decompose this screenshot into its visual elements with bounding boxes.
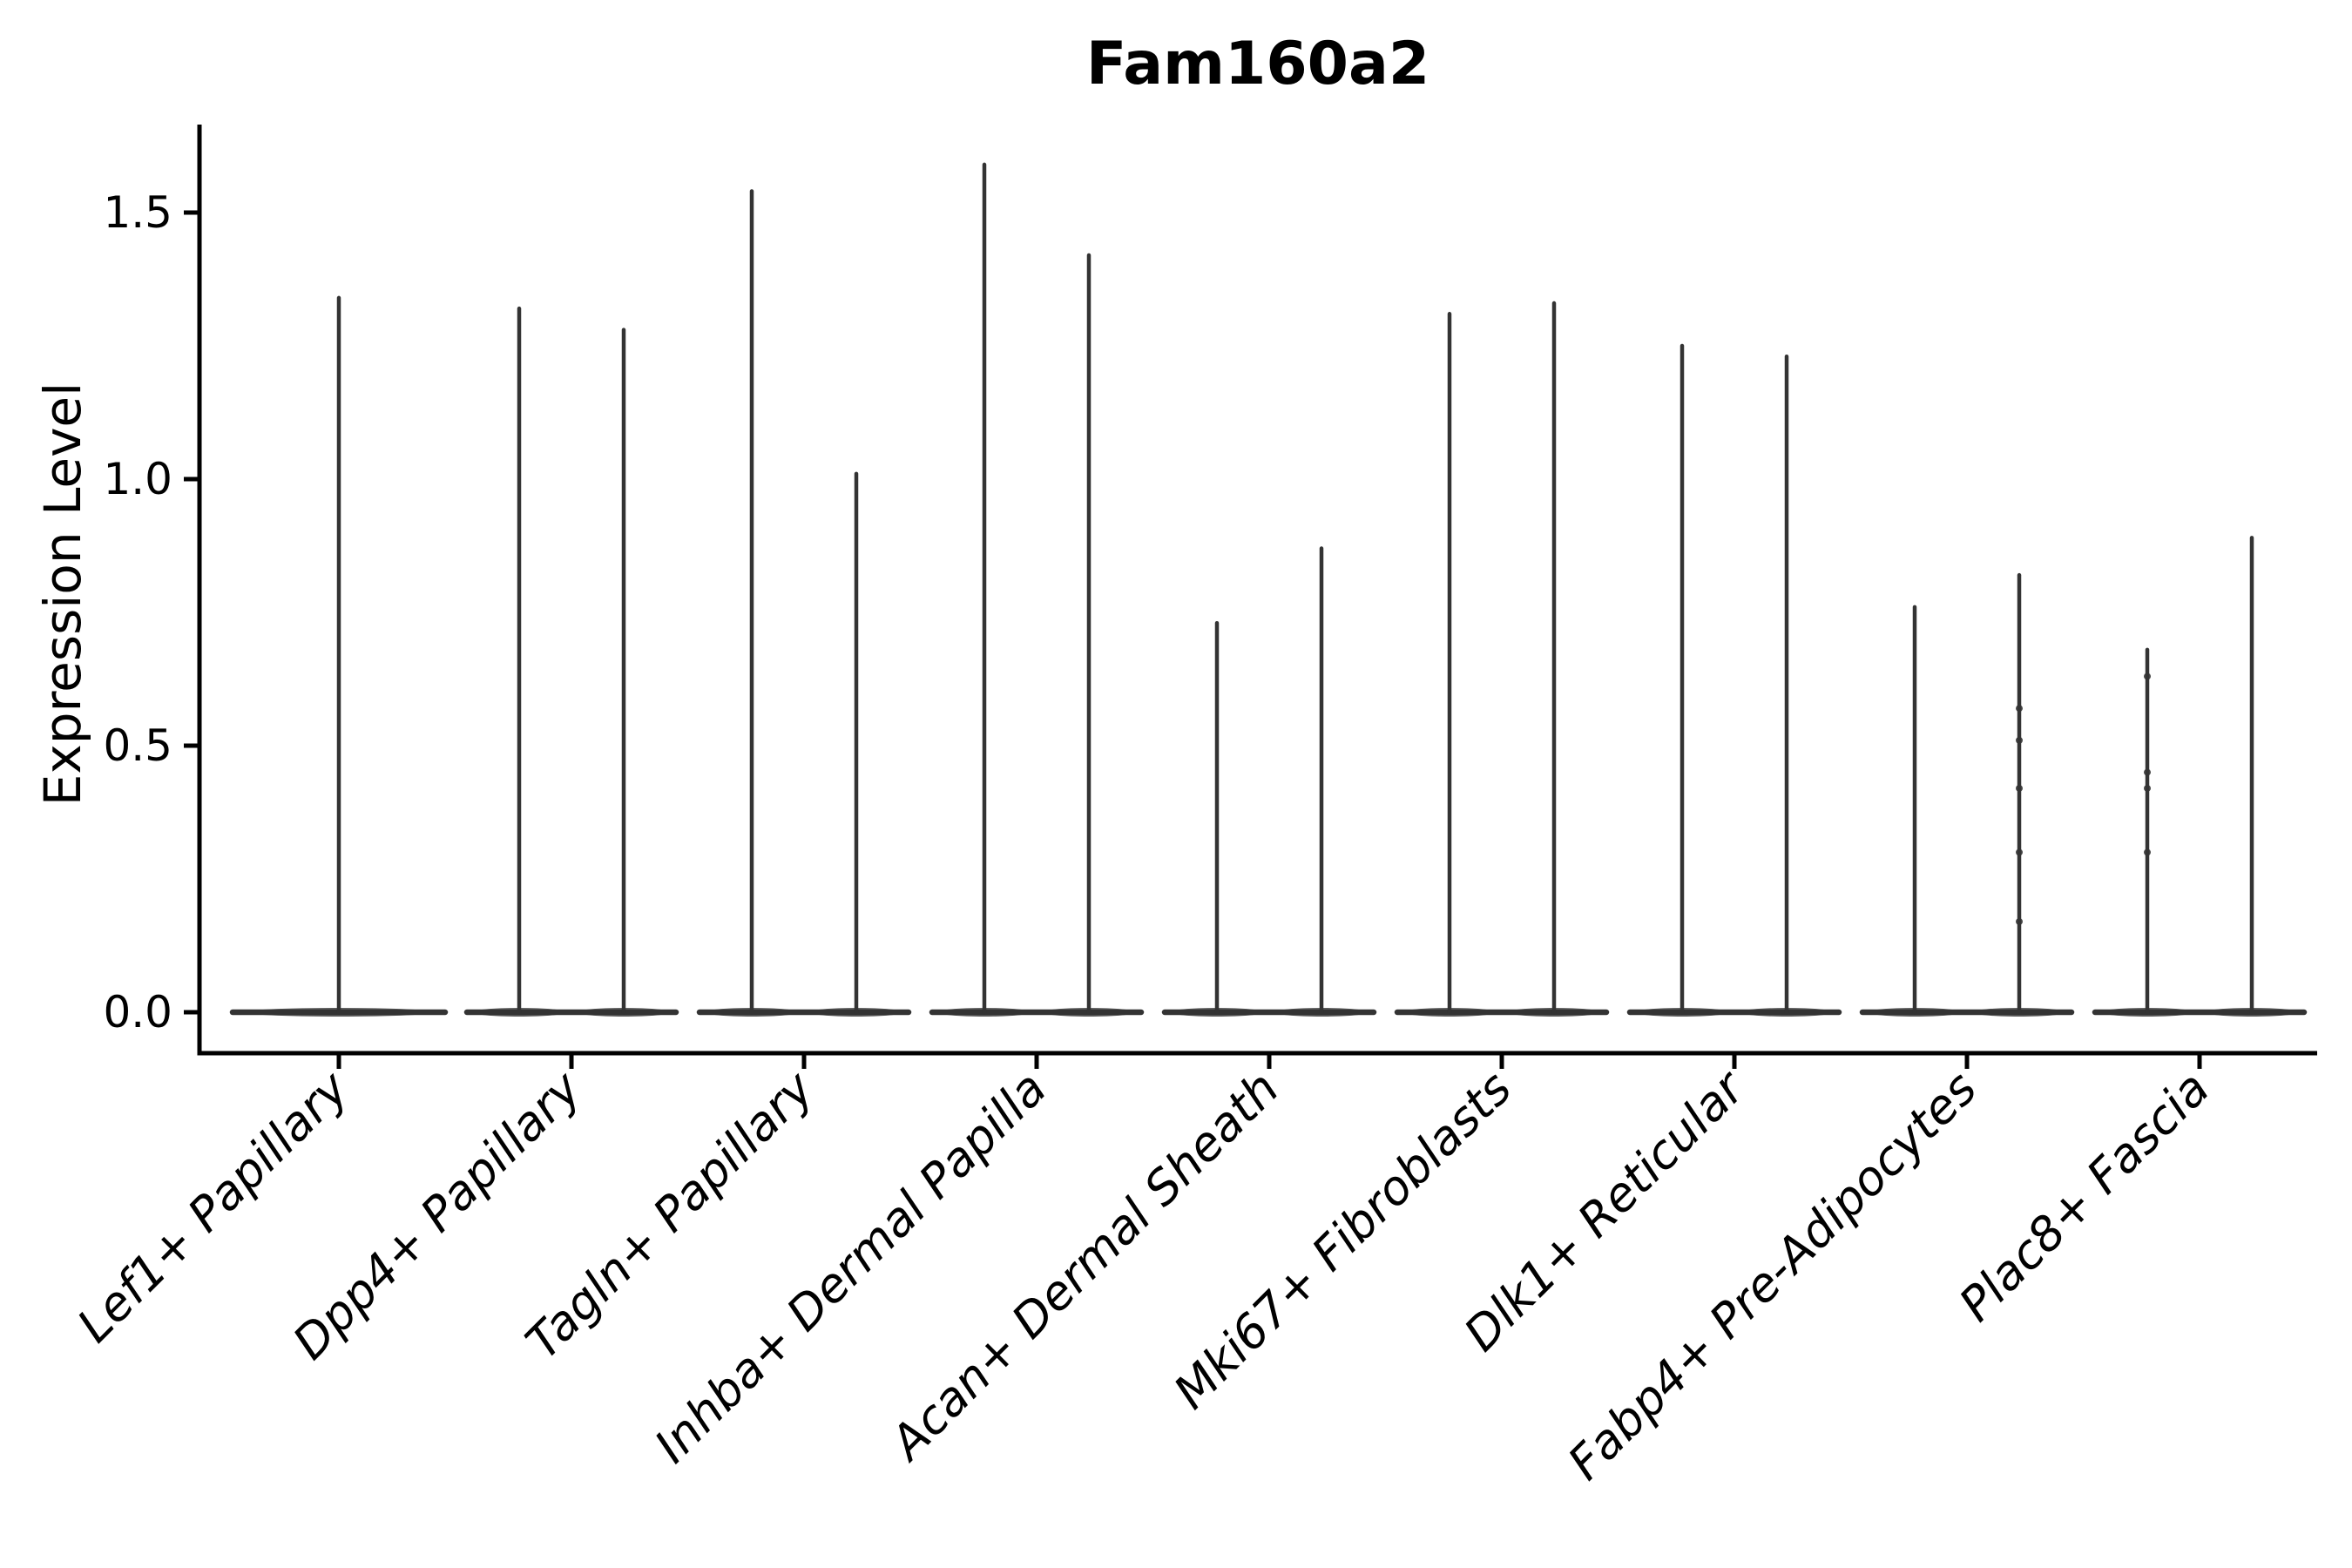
expression-point [2016, 917, 2023, 925]
violin-category [1626, 343, 1842, 1017]
expression-point [2016, 848, 2023, 856]
violin-category [229, 295, 449, 1017]
expression-point [2144, 768, 2151, 776]
axes-layer [184, 125, 2317, 1069]
x-tick-label: Inhba+ Dermal Papilla [644, 1061, 1057, 1474]
y-tick-label: 1.5 [103, 187, 172, 238]
violin-category [463, 306, 679, 1017]
violin-category [1394, 301, 1610, 1017]
x-tick-label: Acan+ Dermal Sheath [878, 1061, 1289, 1472]
y-tick-label: 1.0 [103, 454, 172, 504]
y-tick-label: 0.5 [103, 720, 172, 771]
expression-point [2016, 736, 2023, 744]
expression-point [2016, 784, 2023, 792]
violin-category [1859, 572, 2075, 1017]
violin-category [929, 162, 1145, 1017]
chart-title: Fam160a2 [1086, 30, 1429, 98]
x-tick-label: Fabp4+ Pre-Adipocytes [1558, 1061, 1987, 1490]
expression-point [2016, 705, 2023, 713]
expression-point [2144, 848, 2151, 856]
expression-point [2144, 784, 2151, 792]
y-tick-label: 0.0 [103, 987, 172, 1037]
violins-layer [229, 162, 2308, 1017]
violin-category [2092, 536, 2308, 1017]
expression-point [2144, 672, 2151, 680]
y-axis-title: Expression Level [33, 382, 92, 806]
violin-category [1161, 546, 1377, 1017]
violin-category [696, 189, 912, 1017]
x-tick-label: Plac8+ Fascia [1949, 1061, 2220, 1332]
